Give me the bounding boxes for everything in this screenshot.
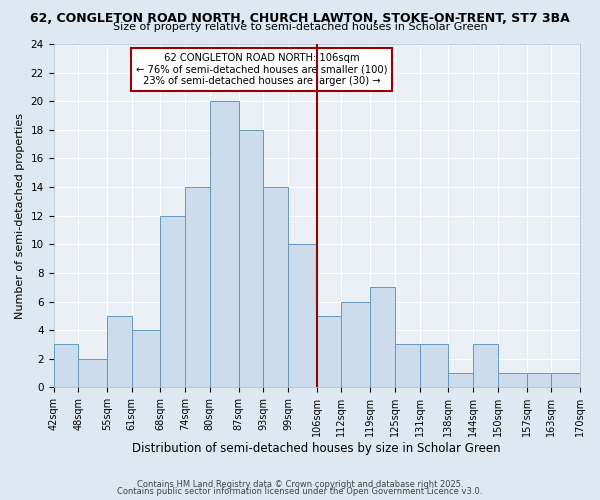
Bar: [551, 373, 580, 388]
Text: Size of property relative to semi-detached houses in Scholar Green: Size of property relative to semi-detach…: [113, 22, 487, 32]
Bar: [473, 344, 498, 388]
Bar: [317, 316, 341, 388]
Bar: [419, 344, 448, 388]
Bar: [341, 302, 370, 388]
Bar: [288, 244, 317, 388]
Bar: [131, 330, 160, 388]
X-axis label: Distribution of semi-detached houses by size in Scholar Green: Distribution of semi-detached houses by …: [133, 442, 501, 455]
Bar: [160, 216, 185, 388]
Bar: [498, 373, 527, 388]
Bar: [527, 373, 551, 388]
Text: Contains public sector information licensed under the Open Government Licence v3: Contains public sector information licen…: [118, 488, 482, 496]
Bar: [185, 187, 210, 388]
Text: 62, CONGLETON ROAD NORTH, CHURCH LAWTON, STOKE-ON-TRENT, ST7 3BA: 62, CONGLETON ROAD NORTH, CHURCH LAWTON,…: [30, 12, 570, 26]
Bar: [263, 187, 288, 388]
Y-axis label: Number of semi-detached properties: Number of semi-detached properties: [15, 112, 25, 318]
Bar: [78, 358, 107, 388]
Bar: [395, 344, 419, 388]
Bar: [107, 316, 131, 388]
Text: Contains HM Land Registry data © Crown copyright and database right 2025.: Contains HM Land Registry data © Crown c…: [137, 480, 463, 489]
Text: 62 CONGLETON ROAD NORTH: 106sqm
← 76% of semi-detached houses are smaller (100)
: 62 CONGLETON ROAD NORTH: 106sqm ← 76% of…: [136, 52, 387, 86]
Bar: [239, 130, 263, 388]
Bar: [53, 344, 78, 388]
Bar: [448, 373, 473, 388]
Bar: [210, 101, 239, 388]
Bar: [370, 287, 395, 388]
